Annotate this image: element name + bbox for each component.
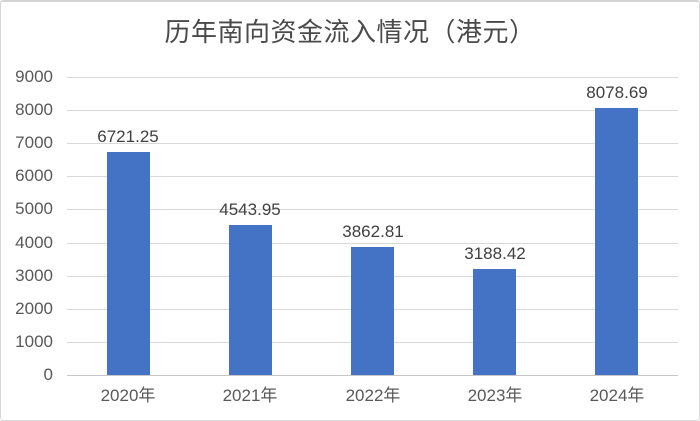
y-tick-label: 3000 (15, 266, 53, 285)
x-tick-label: 2024年 (589, 386, 645, 405)
gridline (67, 143, 678, 144)
y-tick-label: 4000 (15, 233, 53, 252)
bar-2023年 (473, 269, 516, 375)
y-tick-label: 2000 (15, 299, 53, 318)
y-tick-label: 8000 (15, 100, 53, 119)
y-tick-label: 0 (43, 365, 53, 384)
value-label: 6721.25 (97, 127, 159, 146)
x-tick-label: 2022年 (345, 386, 401, 405)
bar-2024年 (595, 108, 638, 375)
gridline (67, 176, 678, 177)
value-label: 3188.42 (464, 244, 526, 263)
value-label: 8078.69 (586, 83, 648, 102)
value-label: 3862.81 (342, 222, 404, 241)
y-tick-label: 6000 (15, 166, 53, 185)
chart-title: 历年南向资金流入情况（港元） (164, 17, 536, 47)
bar-2022年 (351, 247, 394, 375)
bar-2020年 (107, 152, 150, 375)
bar-2021年 (229, 225, 272, 375)
y-tick-label: 5000 (15, 199, 53, 218)
x-tick-label: 2023年 (467, 386, 523, 405)
y-tick-label: 1000 (15, 332, 53, 351)
y-tick-label: 7000 (15, 133, 53, 152)
x-axis-line (67, 375, 678, 376)
value-label: 4543.95 (219, 200, 281, 219)
x-tick-label: 2021年 (222, 386, 278, 405)
gridline (67, 110, 678, 111)
gridline (67, 209, 678, 210)
gridline (67, 77, 678, 78)
gridline (67, 243, 678, 244)
y-tick-label: 9000 (15, 67, 53, 86)
x-tick-label: 2020年 (100, 386, 156, 405)
